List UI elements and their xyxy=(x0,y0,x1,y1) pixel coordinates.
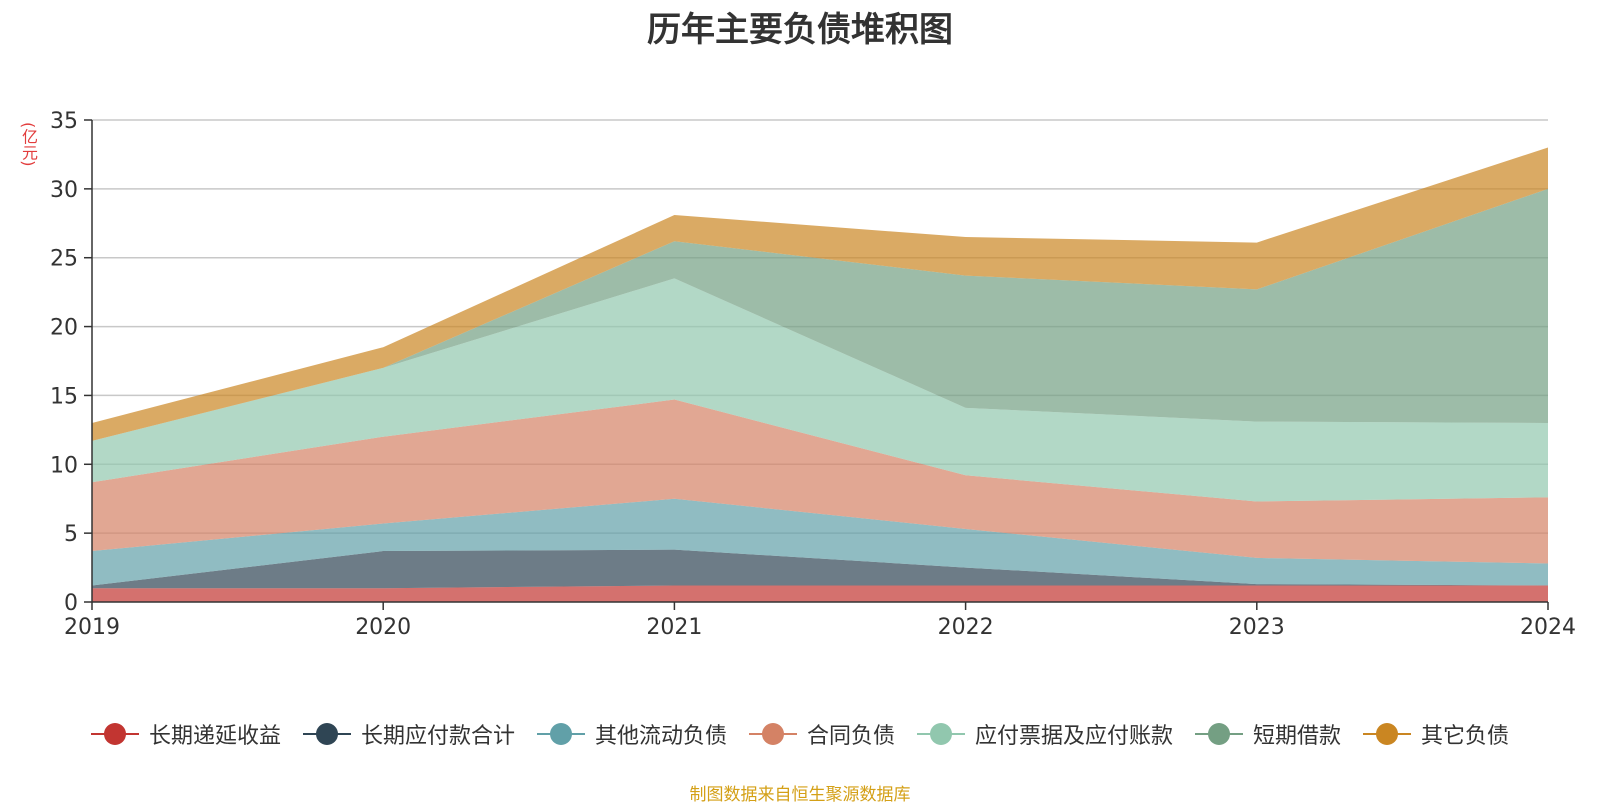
legend-marker-icon xyxy=(536,722,585,746)
y-tick-label: 15 xyxy=(50,384,78,409)
y-tick-label: 10 xyxy=(50,453,78,478)
legend-dot-icon xyxy=(930,723,952,745)
area-series-2 xyxy=(92,549,1548,589)
legend-label: 长期应付款合计 xyxy=(360,724,515,749)
legend-label: 合同负债 xyxy=(806,724,895,749)
y-tick-label: 30 xyxy=(50,178,78,203)
legend-dot-icon xyxy=(103,723,126,745)
source-note: 制图数据来自恒生聚源数据库 xyxy=(689,785,911,805)
legend-item[interactable]: 其它负债 xyxy=(1363,718,1509,750)
x-tick-label: 2021 xyxy=(646,615,702,640)
legend-item[interactable]: 长期应付款合计 xyxy=(302,718,515,750)
area-series-3 xyxy=(92,498,1548,586)
legend-dot-icon xyxy=(315,723,338,745)
x-tick-label: 2020 xyxy=(355,615,411,640)
area-series-6 xyxy=(92,188,1548,441)
legend-dot-icon xyxy=(761,723,784,745)
legend-marker-icon xyxy=(748,722,797,746)
legend-item[interactable]: 长期递延收益 xyxy=(90,718,281,750)
legend-marker-icon xyxy=(90,722,139,746)
chart-title: 历年主要负债堆积图 xyxy=(647,10,953,50)
y-tick-label: 0 xyxy=(64,591,78,616)
legend-label: 短期借款 xyxy=(1253,724,1342,749)
legend-item[interactable]: 合同负债 xyxy=(748,718,895,750)
x-tick-label: 2024 xyxy=(1520,615,1576,640)
y-tick-label: 35 xyxy=(50,109,78,134)
x-tick-label: 2023 xyxy=(1229,615,1285,640)
legend-item[interactable]: 短期借款 xyxy=(1195,718,1341,750)
legend-marker-icon xyxy=(917,722,965,746)
legend-marker-icon xyxy=(1363,722,1412,746)
legend-item[interactable]: 应付票据及应付账款 xyxy=(917,718,1173,750)
legend-label: 长期递延收益 xyxy=(148,724,281,749)
legend-dot-icon xyxy=(549,723,572,745)
y-tick-label: 5 xyxy=(64,522,78,547)
area-series-5 xyxy=(92,278,1548,502)
y-tick-label: 20 xyxy=(50,316,78,341)
legend-item[interactable]: 其他流动负债 xyxy=(536,718,727,750)
legend-dot-icon xyxy=(1376,723,1399,745)
x-tick-label: 2019 xyxy=(64,615,120,640)
y-axis-unit-label: (亿元) xyxy=(19,122,38,167)
x-tick-label: 2022 xyxy=(938,615,994,640)
legend-dot-icon xyxy=(1208,723,1231,745)
legend-label: 应付票据及应付账款 xyxy=(975,724,1174,749)
legend-label: 其他流动负债 xyxy=(594,724,727,749)
area-series-4 xyxy=(92,399,1548,564)
legend: 长期递延收益 长期应付款合计 其他流动负债 合同负债 应付票据及应付账款 短期借款 其它负债 xyxy=(0,718,1600,750)
area-series-1 xyxy=(92,585,1548,602)
y-tick-label: 25 xyxy=(50,247,78,272)
legend-marker-icon xyxy=(302,722,351,746)
legend-label: 其它负债 xyxy=(1421,724,1510,749)
legend-marker-icon xyxy=(1195,722,1244,746)
